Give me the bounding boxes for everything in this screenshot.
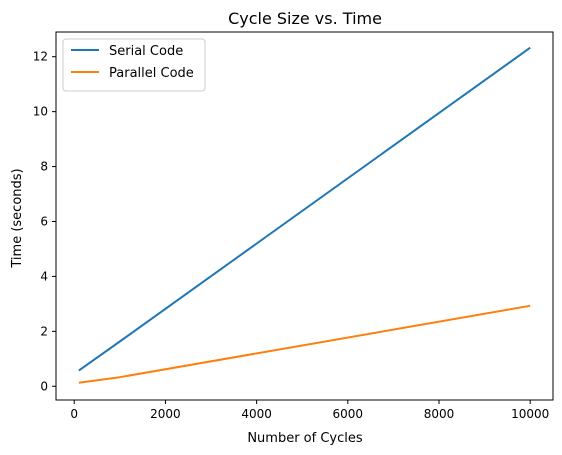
y-tick-label: 4 [40, 269, 48, 283]
y-tick-label: 0 [40, 379, 48, 393]
plot-area [78, 46, 531, 384]
x-axis-label: Number of Cycles [247, 431, 363, 446]
legend-label-2: Parallel Code [109, 66, 194, 81]
y-tick-label: 10 [33, 105, 48, 119]
legend-label-1: Serial Code [109, 44, 183, 59]
legend: Serial Code Parallel Code [62, 38, 206, 92]
series-line-1 [78, 46, 531, 372]
chart-title: Cycle Size vs. Time [228, 9, 382, 28]
y-tick-label: 2 [40, 324, 48, 338]
x-tick-label: 10000 [511, 407, 549, 421]
y-tick-label: 12 [33, 50, 48, 64]
y-axis-label: Time (seconds) [10, 168, 25, 268]
x-tick-label: 4000 [241, 407, 272, 421]
x-tick-label: 0 [70, 407, 78, 421]
series-line-2 [78, 304, 531, 384]
x-tick-label: 6000 [333, 407, 364, 421]
x-tick-label: 8000 [424, 407, 455, 421]
legend-box [62, 38, 206, 92]
x-tick-label: 2000 [150, 407, 181, 421]
axes: 0 2000 4000 6000 8000 10000 0 2 4 6 8 10 12 [33, 31, 554, 421]
y-tick-label: 6 [40, 214, 48, 228]
y-tick-label: 8 [40, 160, 48, 174]
plot-frame [55, 31, 554, 401]
